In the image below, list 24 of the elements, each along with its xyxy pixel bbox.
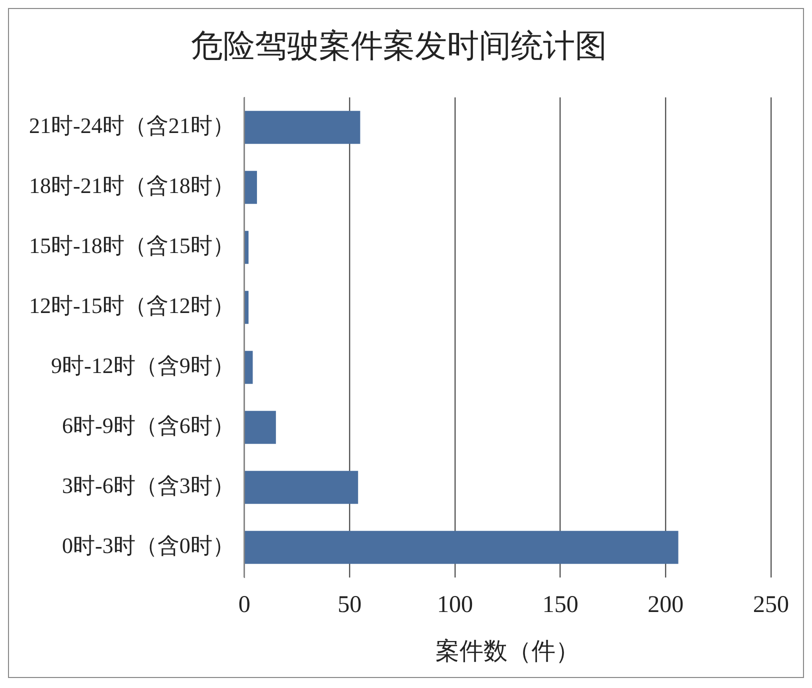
y-tick-label: 9时-12时（含9时） (51, 353, 234, 378)
x-tick-label: 100 (436, 592, 473, 618)
bar (244, 410, 276, 444)
x-tick-label: 200 (648, 592, 684, 618)
bar (244, 290, 249, 324)
bar (244, 530, 678, 564)
bar (244, 170, 257, 204)
chart-title: 危险驾驶案件案发时间统计图 (191, 28, 607, 64)
y-tick-label: 0时-3时（含0时） (62, 533, 234, 558)
bar (244, 350, 253, 384)
bar (244, 230, 249, 264)
x-tick-label: 250 (753, 592, 789, 618)
x-tick-label: 150 (542, 592, 578, 618)
y-tick-label: 12时-15时（含12时） (29, 293, 234, 318)
bar (244, 110, 360, 144)
y-tick-label: 18时-21时（含18时） (29, 173, 234, 198)
bar (244, 470, 358, 504)
y-tick-label: 3时-6时（含3时） (62, 473, 234, 498)
y-tick-label: 21时-24时（含21时） (29, 113, 234, 138)
y-tick-label: 6时-9时（含6时） (62, 413, 234, 438)
x-tick-label: 0 (238, 592, 250, 618)
y-tick-label: 15时-18时（含15时） (29, 233, 234, 258)
x-tick-label: 50 (338, 592, 362, 618)
x-axis-title: 案件数（件） (436, 638, 580, 665)
